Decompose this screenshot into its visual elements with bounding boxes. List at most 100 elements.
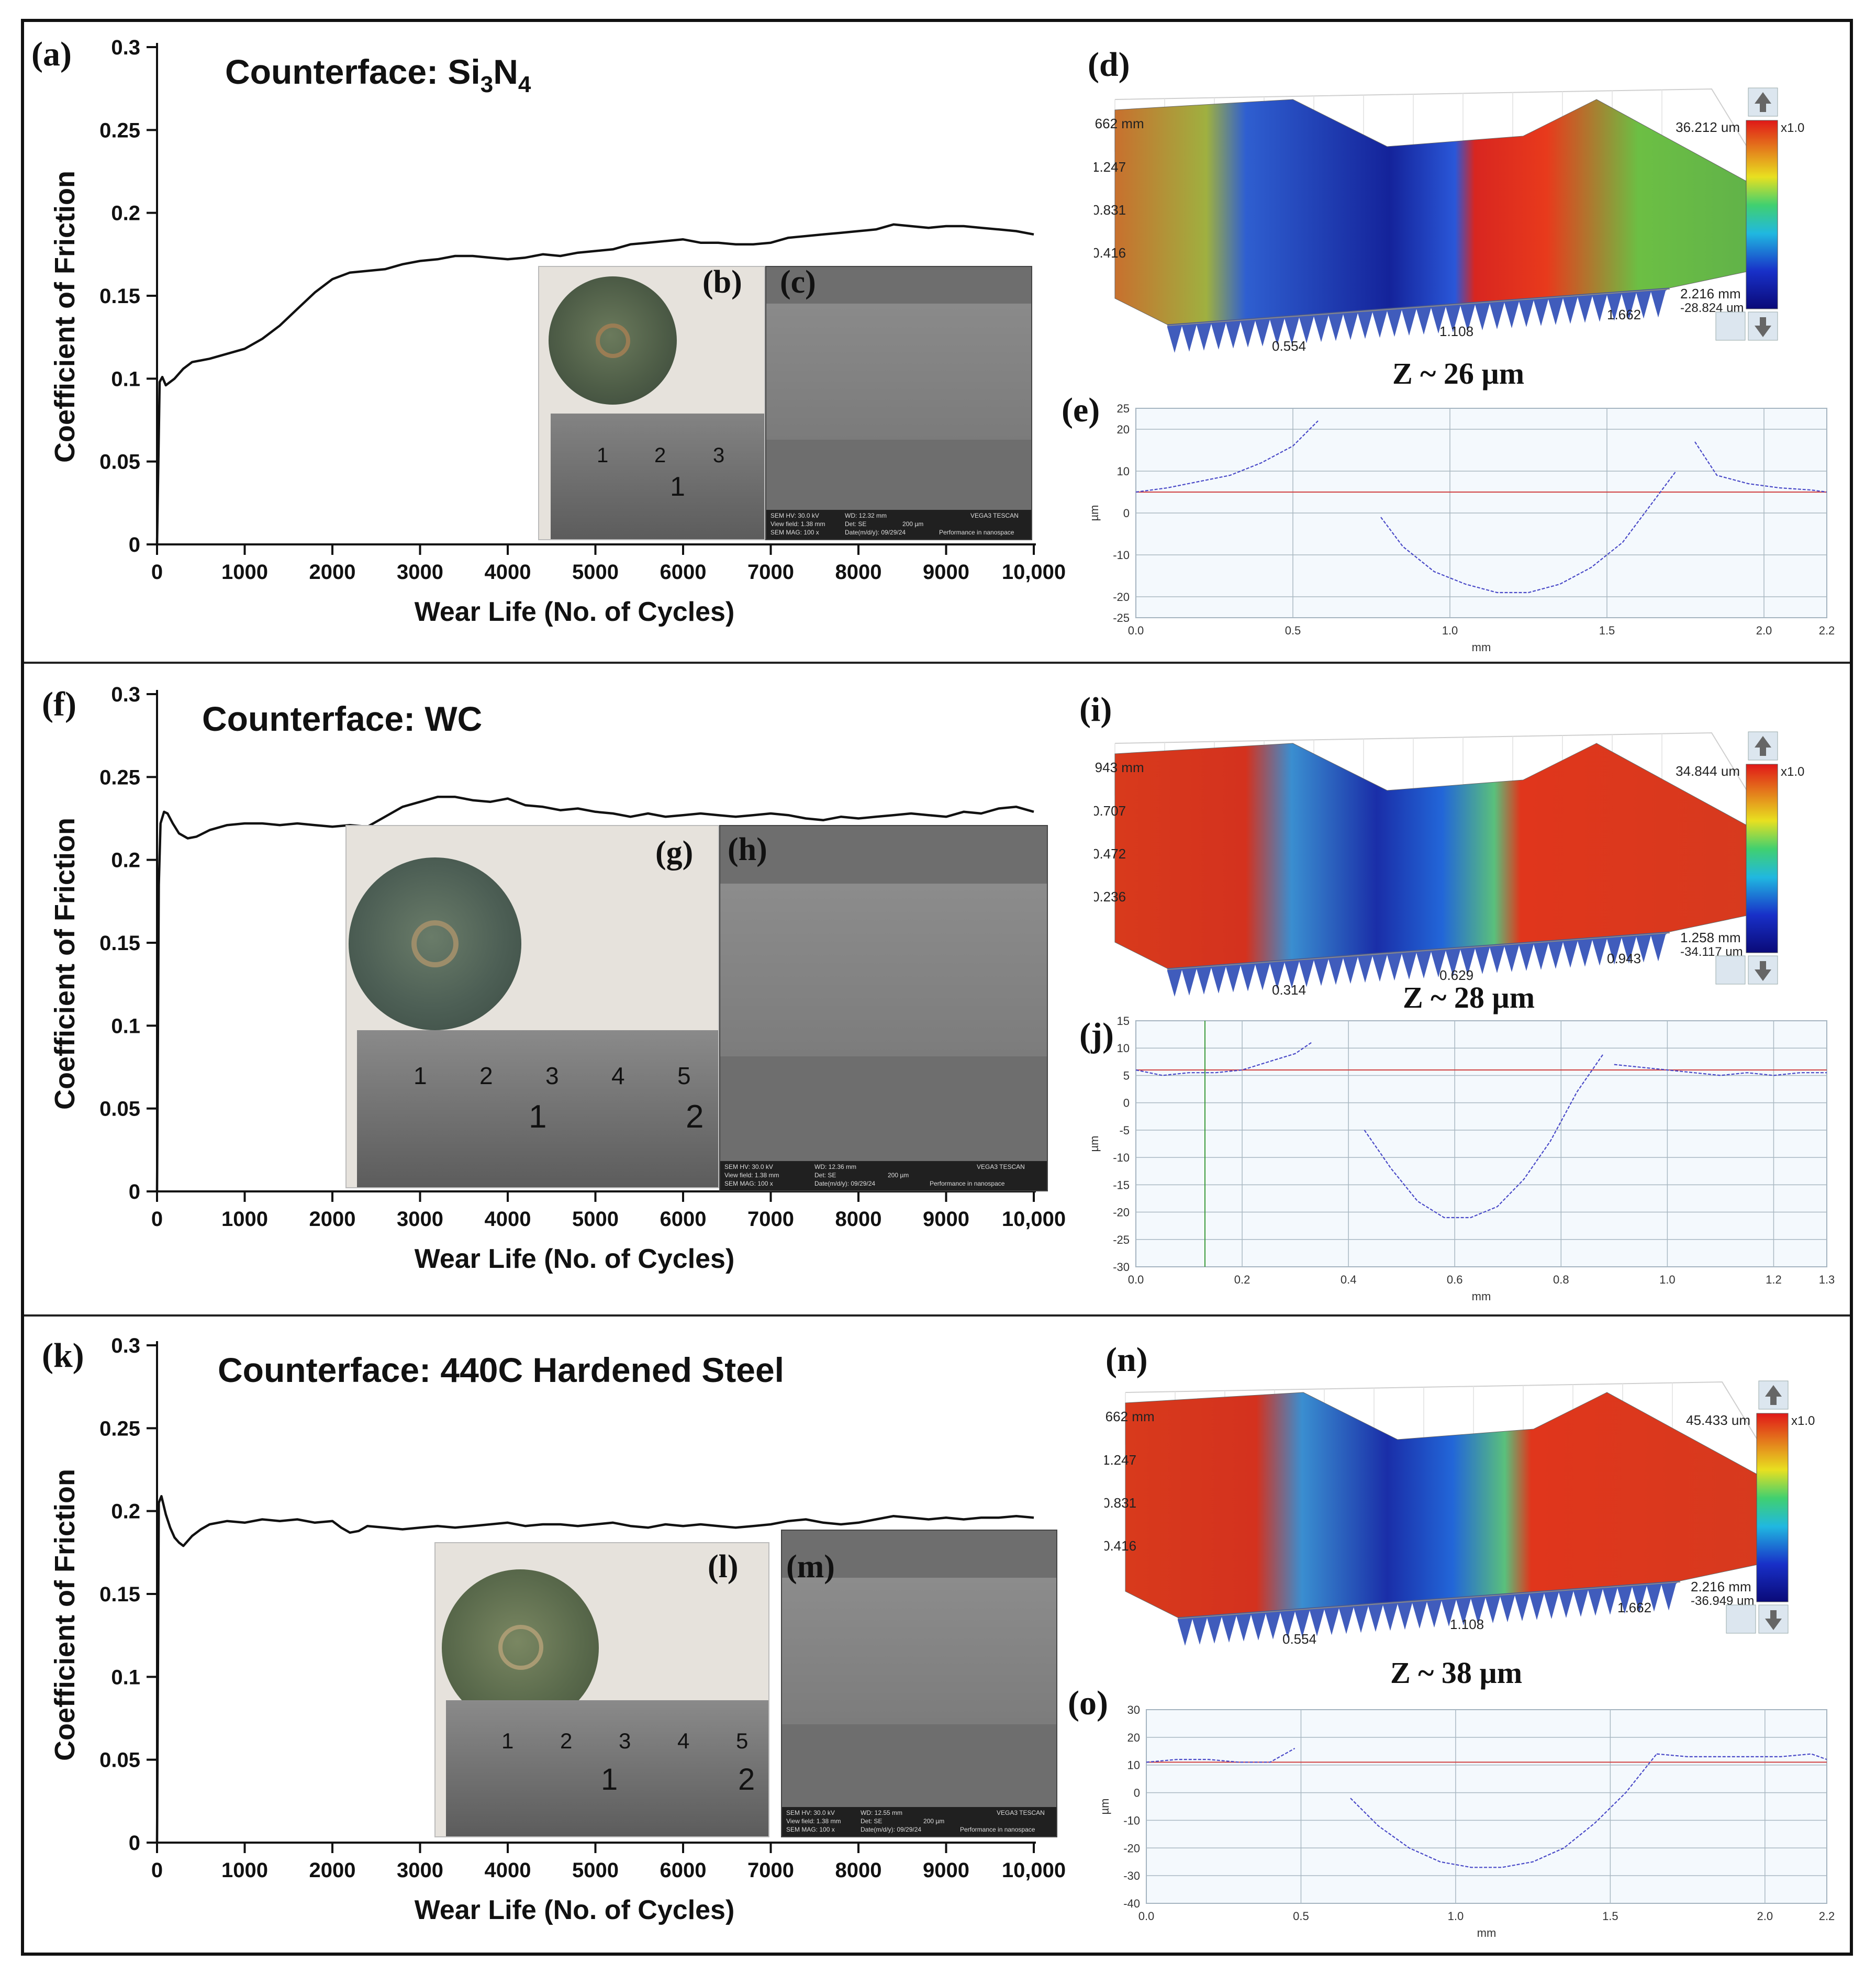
panel-label-n: (n) xyxy=(1106,1341,1148,1379)
profile-y-tick: 0 xyxy=(1123,507,1130,520)
sample-photo-l: (l) xyxy=(434,1542,769,1837)
colorbar-max: 34.844 um xyxy=(1676,763,1740,779)
x-tick-label: 2000 xyxy=(309,1859,356,1882)
sem-info-bar: SEM HV: 30.0 kV WD: 12.36 mm 200 µm VEGA… xyxy=(720,1161,1047,1190)
colorbar-max: 45.433 um xyxy=(1686,1412,1750,1428)
ruler-num: 3 xyxy=(713,444,725,467)
profile-segment xyxy=(1364,1053,1604,1219)
rotate-button xyxy=(1715,955,1746,985)
surface-x-axis xyxy=(1167,288,1670,326)
y-tick-label: 0.2 xyxy=(111,849,140,872)
x-tick-label: 6000 xyxy=(660,1859,707,1882)
surface-x-tick: 0.554 xyxy=(1282,1631,1316,1647)
surface-x-axis xyxy=(1177,1581,1681,1619)
ruler-num: 2 xyxy=(686,1099,704,1135)
title-prefix: Counterface: xyxy=(202,699,425,738)
cof-series-line xyxy=(155,1495,1034,1843)
profile-y-tick: -10 xyxy=(1113,549,1130,562)
sem-wd: WD: 12.32 mm xyxy=(845,512,887,519)
profile-y-tick: -40 xyxy=(1123,1897,1140,1910)
surface-3d-i: 0.943 mm 0.707 0.472 0.236 0.314 0.629 0.943 1.… xyxy=(1094,731,1804,998)
profile-y-tick: -15 xyxy=(1113,1178,1130,1191)
x-tick-label: 9000 xyxy=(923,561,969,584)
profile-x-tick: 1.5 xyxy=(1602,1910,1618,1923)
ruler-num: 5 xyxy=(677,1062,691,1089)
profile-x-tick: 1.3 xyxy=(1819,1273,1835,1286)
profile-plot-area xyxy=(1146,1709,1827,1904)
ruler-num: 5 xyxy=(736,1728,749,1753)
figure-frame xyxy=(21,19,1853,1956)
x-tick-label: 3000 xyxy=(397,1859,443,1882)
ruler-num: 2 xyxy=(738,1763,755,1797)
profile-y-tick: 25 xyxy=(1117,402,1130,415)
chart-title: Counterface: Si3N4 xyxy=(225,52,531,97)
surface-y-tick: 1.662 mm xyxy=(1094,116,1144,131)
y-tick-label: 0.3 xyxy=(111,683,140,706)
sem-scale: 200 µm xyxy=(923,1817,945,1825)
profile-y-tick: -25 xyxy=(1113,1233,1130,1246)
sem-det: Det: SE xyxy=(814,1172,836,1179)
sem-info-bar: SEM HV: 30.0 kV WD: 12.55 mm 200 µm VEGA… xyxy=(782,1807,1056,1836)
x-tick-label: 5000 xyxy=(572,1208,619,1231)
surface-x-tick: 0.943 xyxy=(1607,951,1641,966)
ruler-num: 1 xyxy=(529,1099,547,1135)
surface-y-tick: 1.247 xyxy=(1094,159,1126,175)
y-tick-label: 0.05 xyxy=(99,1098,140,1121)
profile-x-tick: 0.0 xyxy=(1138,1910,1155,1923)
y-tick-label: 0.15 xyxy=(99,285,140,308)
x-tick-label: 2000 xyxy=(309,1208,356,1231)
title-prefix: Counterface: xyxy=(225,52,448,91)
x-tick-label: 7000 xyxy=(747,561,794,584)
profile-y-tick: -30 xyxy=(1113,1261,1130,1274)
sem-perf: Performance in nanospace xyxy=(939,529,1014,536)
x-tick-label: 8000 xyxy=(835,561,882,584)
y-tick-label: 0.3 xyxy=(111,1334,140,1357)
arrow-up-icon xyxy=(1755,736,1771,756)
sem-hv: SEM HV: 30.0 kV xyxy=(770,512,819,519)
sem-image-m: (m) SEM HV: 30.0 kV WD: 12.55 mm 200 µm … xyxy=(781,1530,1057,1837)
rotate-button xyxy=(1715,311,1746,341)
y-tick-label: 0.3 xyxy=(111,36,140,59)
title-prefix: Counterface: xyxy=(218,1351,440,1389)
ruler-num: 2 xyxy=(560,1728,573,1753)
y-axis-title: Coefficient of Friction xyxy=(49,171,81,463)
ruler-num: 4 xyxy=(611,1062,625,1089)
arrow-down-icon xyxy=(1765,1610,1782,1630)
surface-x-axis xyxy=(1167,932,1670,970)
y-tick-label: 0 xyxy=(129,1180,140,1203)
y-tick-label: 0.05 xyxy=(99,1749,140,1772)
profile-x-title: mm xyxy=(1472,1290,1491,1303)
x-tick-label: 6000 xyxy=(660,561,707,584)
surface-3d-d: 1.662 mm 1.247 0.831 0.416 0.554 1.108 1.662 2.… xyxy=(1094,87,1804,354)
surface-mesh xyxy=(1114,99,1770,325)
profile-x-tick: 0.4 xyxy=(1341,1273,1357,1286)
ruler xyxy=(357,1030,718,1187)
colorbar xyxy=(1746,120,1778,309)
profile-segment xyxy=(1614,1064,1827,1076)
sem-det: Det: SE xyxy=(861,1817,883,1825)
row-divider-1 xyxy=(24,662,1850,664)
surface-x-tick: 1.662 xyxy=(1607,307,1641,322)
x-tick-label: 8000 xyxy=(835,1208,882,1231)
profile-y-tick: -25 xyxy=(1113,611,1130,624)
x-tick-label: 2000 xyxy=(309,561,356,584)
colorbar-zoom: x1.0 xyxy=(1781,765,1804,779)
panel-label-a: (a) xyxy=(31,35,72,73)
profile-y-tick: 30 xyxy=(1127,1703,1140,1716)
panel-label-m: (m) xyxy=(786,1549,835,1585)
panel-label-k: (k) xyxy=(42,1336,84,1375)
panel-label-o: (o) xyxy=(1068,1684,1108,1722)
profile-y-tick: 20 xyxy=(1117,423,1130,436)
profile-y-title: µm xyxy=(1088,505,1101,521)
profile-x-title: mm xyxy=(1477,1926,1497,1939)
profile-x-tick: 0.0 xyxy=(1128,1273,1144,1286)
x-tick-label: 6000 xyxy=(660,1208,707,1231)
depth-label-n: Z ~ 38 µm xyxy=(1390,1656,1523,1690)
profile-chart-j: 15 10 5 0 -5 -10 -15 -20 -25 -300.0 0.2 0.4 0.6 0.8 1.… xyxy=(1088,1014,1835,1303)
depth-label-i: Z ~ 28 µm xyxy=(1403,980,1535,1014)
title-main: 440C Hardened Steel xyxy=(440,1351,784,1389)
colorbar xyxy=(1746,764,1778,953)
profile-y-tick: -20 xyxy=(1123,1842,1140,1855)
profile-x-tick: 1.2 xyxy=(1766,1273,1782,1286)
x-tick-label: 3000 xyxy=(397,1208,443,1231)
